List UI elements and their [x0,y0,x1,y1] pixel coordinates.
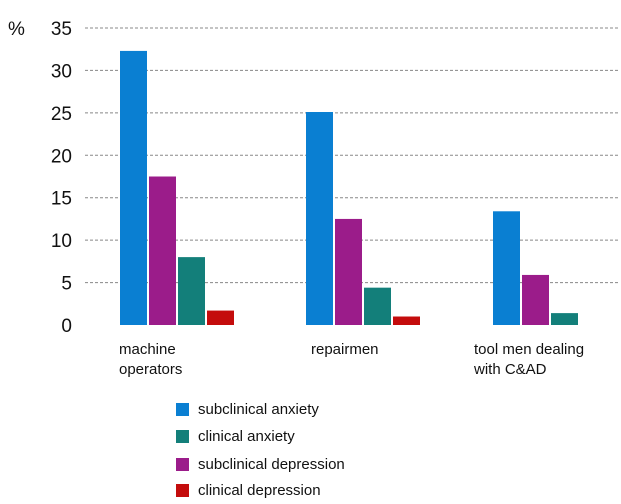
bar-clinical-anxiety [364,288,391,325]
y-tick-label: 0 [61,316,72,337]
bar-subclinical-depression [149,177,176,326]
y-tick-label: 20 [51,146,72,167]
legend-swatch [176,403,189,416]
bar-subclinical-anxiety [306,112,333,325]
legend-label: subclinical anxiety [198,401,319,418]
y-tick-label: 30 [51,61,72,82]
x-axis-category-labels: machine operators repairmen tool men dealin… [119,341,584,378]
legend-swatch [176,484,189,497]
bars [120,51,578,325]
y-tick-label: 35 [51,19,72,40]
category-label: repairmen [311,341,379,358]
y-axis-ticks: 0 5 10 15 20 25 30 35 [51,19,72,337]
y-axis-unit-label: % [8,19,25,40]
bar-subclinical-depression [335,219,362,325]
bar-subclinical-anxiety [120,51,147,325]
category-label: machine operators [119,341,182,378]
y-tick-label: 5 [61,274,72,295]
y-tick-label: 25 [51,104,72,125]
legend-swatch [176,458,189,471]
bar-clinical-anxiety [178,257,205,325]
bar-subclinical-anxiety [493,211,520,325]
bar-clinical-depression [393,317,420,325]
bar-clinical-depression [207,311,234,325]
legend-label: subclinical depression [198,456,345,473]
bar-subclinical-depression [522,275,549,325]
y-tick-label: 10 [51,231,72,252]
legend-swatch [176,430,189,443]
y-tick-label: 15 [51,189,72,210]
bar-clinical-anxiety [551,313,578,325]
legend-label: clinical anxiety [198,428,295,445]
legend-label: clinical depression [198,482,321,499]
legend: subclinical anxiety clinical anxiety subcl… [176,401,345,499]
category-label: tool men dealing with C&AD [473,341,584,378]
